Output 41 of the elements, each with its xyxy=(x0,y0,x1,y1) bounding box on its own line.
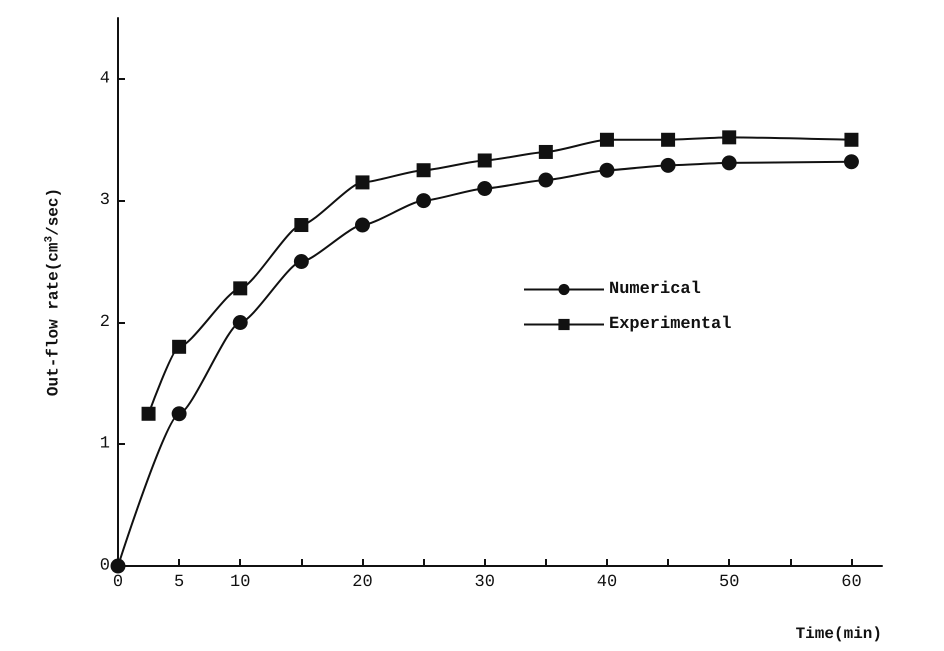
point xyxy=(600,132,614,147)
legend-label: Numerical xyxy=(609,280,701,299)
point xyxy=(142,406,156,421)
x-tick-label: 50 xyxy=(718,573,740,592)
point xyxy=(538,144,553,159)
x-axis-title: Time(min) xyxy=(796,625,882,643)
y-tick-label: 3 xyxy=(100,191,110,210)
y-tick-label: 2 xyxy=(100,312,110,332)
point xyxy=(172,340,186,354)
point xyxy=(355,175,370,190)
point xyxy=(294,254,309,270)
point xyxy=(416,163,431,178)
x-tick-label: 5 xyxy=(174,573,184,592)
point xyxy=(661,132,676,147)
point xyxy=(722,155,737,170)
point xyxy=(416,193,432,208)
point xyxy=(660,158,676,173)
point xyxy=(844,132,858,147)
x-tick-label: 0 xyxy=(112,573,124,592)
legend-label: Experimental xyxy=(609,315,732,334)
x-tick-label: 30 xyxy=(474,573,495,592)
point xyxy=(844,154,859,170)
x-tick-label: 10 xyxy=(230,573,250,592)
point xyxy=(233,281,248,296)
x-tick-label: 40 xyxy=(596,573,618,592)
point xyxy=(172,406,187,422)
point xyxy=(478,153,492,168)
y-tick-label: 1 xyxy=(100,434,110,454)
point xyxy=(232,314,248,330)
point xyxy=(599,162,614,178)
x-tick-label: 20 xyxy=(352,573,373,592)
point xyxy=(722,130,736,144)
point xyxy=(477,180,492,196)
point xyxy=(538,172,554,188)
y-tick-label: 4 xyxy=(100,69,110,88)
point xyxy=(294,218,308,232)
y-tick-label: 0 xyxy=(100,556,110,576)
point xyxy=(110,558,126,574)
x-tick-label: 60 xyxy=(841,573,862,592)
point xyxy=(354,218,370,233)
y-axis-title: Out-flow rate(cm3/sec) xyxy=(44,188,62,396)
